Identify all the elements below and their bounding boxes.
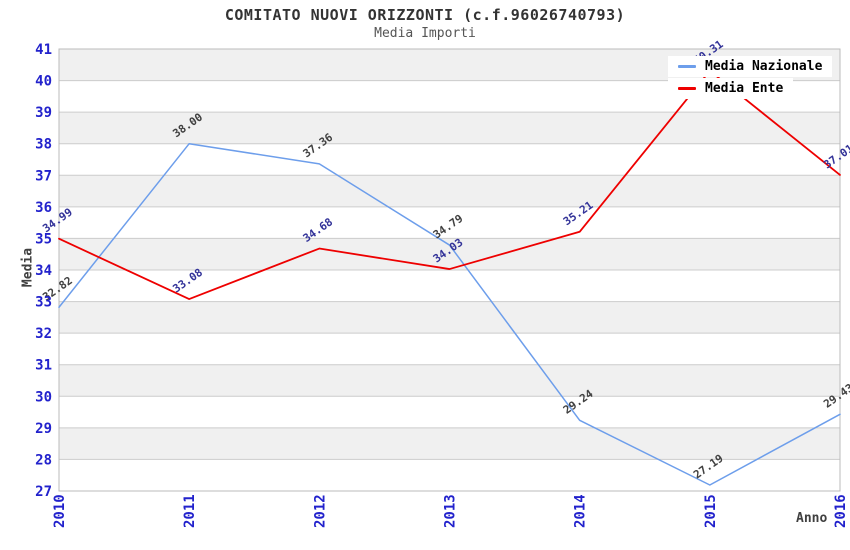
y-tick-label: 39 xyxy=(35,105,52,121)
x-tick-label: 2010 xyxy=(52,494,68,528)
plot-border xyxy=(58,48,841,492)
legend-item-media-nazionale: Media Nazionale xyxy=(668,56,833,77)
y-tick-label: 34 xyxy=(35,263,52,279)
x-tick-label: 2015 xyxy=(703,494,719,528)
y-tick-label: 28 xyxy=(35,452,52,468)
y-tick-label: 36 xyxy=(35,200,52,216)
x-axis-tick-labels: 2010 2011 2012 2013 2014 2015 2016 xyxy=(52,494,849,528)
legend-label: Media Nazionale xyxy=(705,59,823,74)
legend: Media Nazionale Media Ente xyxy=(668,56,833,99)
x-tick-label: 2011 xyxy=(182,494,198,528)
chart-subtitle: Media Importi xyxy=(374,26,476,41)
grid-bands xyxy=(59,49,840,491)
legend-swatch-blue-line-icon xyxy=(678,65,696,68)
y-tick-label: 31 xyxy=(35,358,52,374)
y-tick-label: 33 xyxy=(35,295,52,311)
y-tick-label: 32 xyxy=(35,326,52,342)
x-axis-title: Anno xyxy=(796,511,828,526)
y-tick-label: 30 xyxy=(35,389,52,405)
y-axis-tick-labels: 27 28 29 30 31 32 33 34 35 36 37 38 39 40 41 xyxy=(35,42,52,500)
y-tick-label: 35 xyxy=(35,231,52,247)
x-tick-label: 2012 xyxy=(312,494,328,528)
y-tick-label: 40 xyxy=(35,74,52,90)
legend-label: Media Ente xyxy=(705,81,784,96)
x-tick-label: 2016 xyxy=(833,494,849,528)
y-tick-label: 37 xyxy=(35,168,52,184)
chart-title: COMITATO NUOVI ORIZZONTI (c.f.9602674079… xyxy=(224,6,626,24)
y-tick-label: 29 xyxy=(35,421,52,437)
y-tick-label: 38 xyxy=(35,137,52,153)
y-tick-label: 41 xyxy=(35,42,52,58)
series-line-media-nazionale xyxy=(58,142,841,486)
x-tick-label: 2014 xyxy=(573,494,589,528)
x-tick-label: 2013 xyxy=(443,494,459,528)
legend-swatch-red-line-icon xyxy=(678,87,696,90)
legend-item-media-ente: Media Ente xyxy=(668,78,794,99)
y-tick-label: 27 xyxy=(35,484,52,500)
